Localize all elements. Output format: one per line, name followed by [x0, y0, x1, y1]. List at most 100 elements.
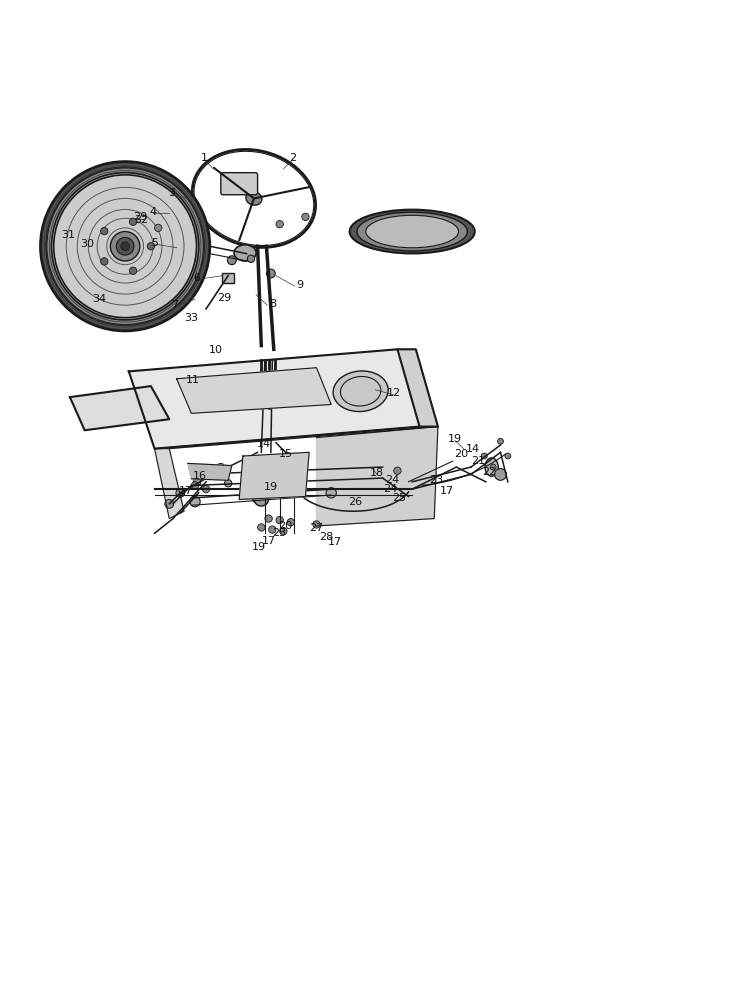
- Polygon shape: [397, 350, 438, 427]
- FancyBboxPatch shape: [221, 173, 258, 195]
- Text: 20: 20: [278, 521, 293, 531]
- Text: 3: 3: [168, 188, 175, 198]
- Text: 5: 5: [151, 237, 158, 247]
- Circle shape: [490, 464, 496, 470]
- Circle shape: [326, 488, 336, 497]
- Circle shape: [165, 499, 174, 508]
- Circle shape: [155, 224, 162, 231]
- Circle shape: [302, 213, 309, 220]
- Text: 30: 30: [79, 239, 94, 249]
- Text: 2: 2: [289, 153, 297, 163]
- Text: 9: 9: [297, 280, 304, 290]
- Text: 32: 32: [134, 214, 149, 224]
- Text: 29: 29: [132, 212, 147, 221]
- Circle shape: [121, 242, 130, 250]
- Polygon shape: [316, 427, 438, 526]
- Text: 6: 6: [194, 273, 201, 283]
- Text: 1: 1: [201, 153, 208, 163]
- Circle shape: [254, 492, 269, 506]
- Circle shape: [176, 489, 185, 497]
- Ellipse shape: [333, 371, 388, 411]
- Text: 19: 19: [263, 482, 278, 492]
- Circle shape: [130, 218, 137, 225]
- Text: 23: 23: [272, 528, 287, 538]
- Circle shape: [276, 220, 283, 227]
- Text: 25: 25: [392, 493, 407, 503]
- Circle shape: [195, 467, 202, 475]
- Circle shape: [287, 518, 294, 526]
- Text: 7: 7: [171, 300, 178, 310]
- Text: 17: 17: [439, 486, 454, 496]
- Text: 26: 26: [347, 497, 362, 507]
- Polygon shape: [188, 464, 232, 481]
- Circle shape: [252, 493, 263, 503]
- Text: 24: 24: [385, 476, 400, 486]
- Circle shape: [498, 438, 503, 444]
- Circle shape: [209, 470, 218, 479]
- Text: 27: 27: [309, 523, 324, 533]
- Text: 22: 22: [482, 468, 497, 478]
- Text: 31: 31: [60, 230, 75, 240]
- Circle shape: [276, 516, 283, 523]
- Circle shape: [147, 242, 155, 250]
- Circle shape: [110, 231, 140, 261]
- Ellipse shape: [246, 192, 262, 206]
- Text: 8: 8: [269, 299, 276, 309]
- Circle shape: [263, 471, 275, 483]
- Circle shape: [266, 269, 275, 278]
- Text: 11: 11: [185, 375, 200, 385]
- Text: 23: 23: [429, 476, 444, 486]
- Ellipse shape: [485, 458, 498, 477]
- Text: 17: 17: [261, 535, 276, 546]
- Circle shape: [191, 482, 199, 490]
- Ellipse shape: [350, 210, 475, 253]
- Text: 15: 15: [278, 449, 293, 459]
- Polygon shape: [70, 386, 169, 430]
- Circle shape: [130, 267, 137, 274]
- Text: 21: 21: [471, 456, 486, 466]
- Polygon shape: [177, 367, 331, 413]
- Circle shape: [274, 471, 286, 483]
- Text: 24: 24: [383, 485, 397, 495]
- Text: 29: 29: [217, 293, 232, 303]
- Text: 16: 16: [193, 471, 208, 481]
- Text: 14: 14: [466, 444, 481, 454]
- Text: 4: 4: [149, 207, 157, 216]
- Circle shape: [101, 258, 108, 265]
- Polygon shape: [155, 449, 184, 518]
- Text: 19: 19: [252, 541, 266, 551]
- Text: 34: 34: [92, 294, 107, 304]
- Polygon shape: [239, 453, 309, 499]
- Circle shape: [269, 526, 276, 533]
- Circle shape: [40, 162, 210, 331]
- Circle shape: [247, 255, 255, 262]
- Ellipse shape: [357, 213, 467, 251]
- Text: 20: 20: [453, 449, 468, 459]
- Text: 33: 33: [184, 314, 199, 324]
- Circle shape: [202, 486, 210, 493]
- Text: 14: 14: [256, 439, 271, 449]
- Circle shape: [116, 237, 134, 255]
- Text: 17: 17: [178, 486, 193, 496]
- Circle shape: [194, 478, 201, 486]
- Circle shape: [52, 173, 199, 320]
- Text: 18: 18: [369, 468, 384, 478]
- Text: 12: 12: [386, 388, 401, 398]
- Ellipse shape: [234, 245, 256, 261]
- Circle shape: [258, 523, 265, 531]
- Text: 17: 17: [328, 537, 342, 547]
- Circle shape: [394, 467, 401, 475]
- Circle shape: [190, 496, 200, 506]
- Circle shape: [244, 475, 256, 487]
- Circle shape: [280, 527, 287, 535]
- Circle shape: [505, 453, 511, 459]
- Circle shape: [46, 168, 204, 325]
- Circle shape: [217, 464, 224, 471]
- Circle shape: [224, 480, 232, 487]
- Circle shape: [481, 453, 487, 459]
- Circle shape: [265, 515, 272, 522]
- Circle shape: [54, 175, 197, 318]
- Text: 10: 10: [208, 345, 223, 355]
- Polygon shape: [129, 350, 420, 449]
- Text: 28: 28: [319, 532, 333, 542]
